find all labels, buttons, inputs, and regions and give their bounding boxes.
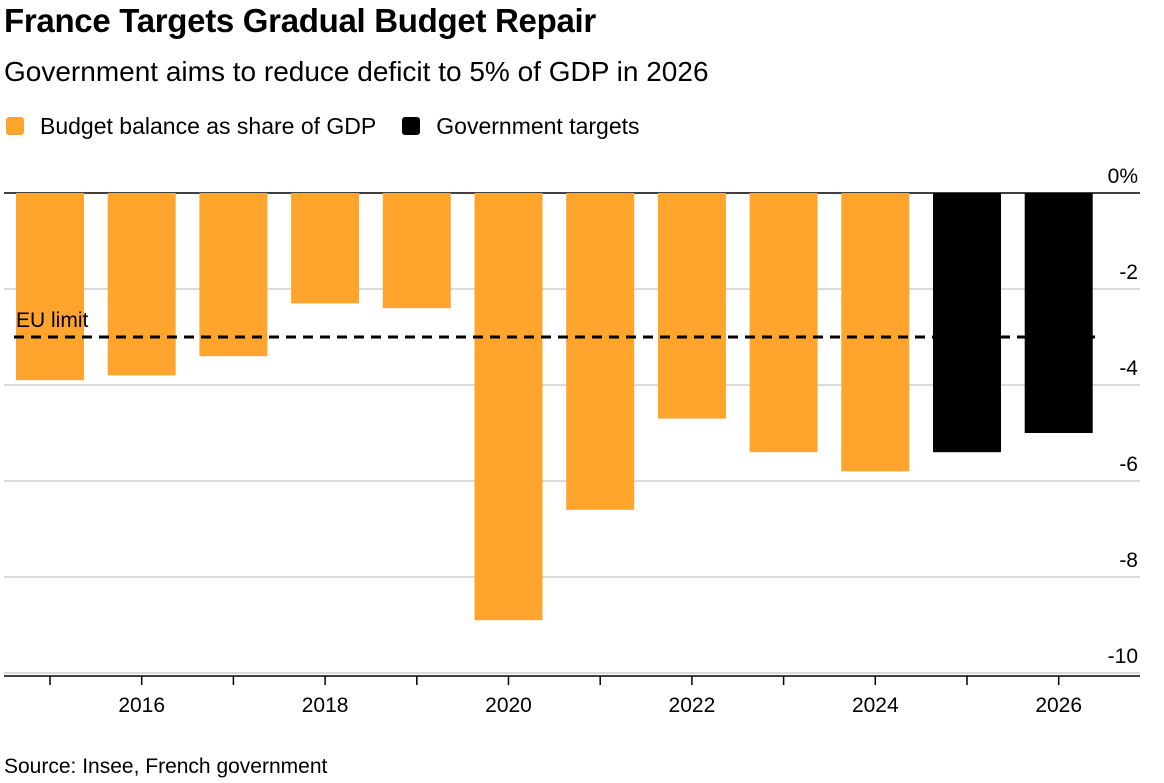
chart-title: France Targets Gradual Budget Repair — [4, 2, 596, 39]
x-tick-label: 2016 — [118, 694, 165, 717]
x-tick-label: 2024 — [852, 694, 899, 717]
y-tick-label: -6 — [1119, 453, 1138, 476]
legend-label-targets: Government targets — [436, 112, 640, 139]
bar-actual-2016 — [107, 193, 176, 376]
legend: Budget balance as share of GDP Governmen… — [6, 112, 666, 140]
bar-actual-2017 — [199, 193, 268, 357]
legend-swatch-targets — [402, 117, 421, 135]
bar-actual-2019 — [382, 193, 451, 309]
bar-target-2026 — [1024, 193, 1093, 433]
legend-swatch-actual — [6, 117, 24, 135]
source-note: Source: Insee, French government — [4, 755, 328, 778]
bar-actual-2015 — [16, 193, 84, 381]
bar-chart: 0% -2 -4 -6 -8 -10 2016 2018 2020 2022 2024 2026 E… — [4, 165, 1140, 717]
y-tick-label: -10 — [1108, 645, 1138, 668]
legend-item-targets: Government targets — [402, 112, 640, 140]
bar-actual-2022 — [657, 193, 726, 419]
bar-target-2025 — [933, 193, 1001, 453]
y-axis-labels: 0% -2 -4 -6 -8 -10 — [1108, 165, 1139, 668]
legend-item-actual: Budget balance as share of GDP — [6, 113, 376, 140]
eu-limit-label: EU limit — [16, 309, 88, 332]
legend-label-actual: Budget balance as share of GDP — [40, 112, 377, 139]
bar-actual-2021 — [566, 193, 635, 510]
y-tick-label: -2 — [1119, 261, 1138, 284]
y-tick-label: -8 — [1119, 549, 1138, 572]
chart-subtitle: Government aims to reduce deficit to 5% … — [4, 56, 709, 87]
bar-actual-2018 — [291, 193, 360, 304]
y-tick-label: 0% — [1108, 165, 1138, 188]
bar-actual-2024 — [841, 193, 910, 472]
y-tick-label: -4 — [1119, 357, 1138, 380]
bars — [16, 193, 1093, 621]
x-axis: 2016 2018 2020 2022 2024 2026 — [4, 675, 1140, 717]
x-tick-label: 2018 — [302, 694, 349, 717]
x-tick-label: 2022 — [669, 694, 716, 717]
x-tick-label: 2026 — [1035, 694, 1082, 717]
bar-actual-2023 — [749, 193, 818, 453]
x-tick-label: 2020 — [485, 694, 532, 717]
bar-actual-2020 — [474, 193, 543, 621]
annotations: EU limit — [14, 309, 1096, 339]
